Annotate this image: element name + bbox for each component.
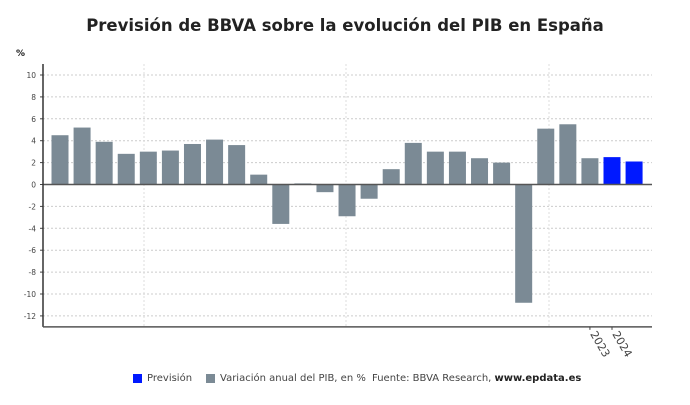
gdp-bar bbox=[426, 151, 444, 185]
forecast-bar bbox=[603, 157, 621, 185]
y-tick-label: 4 bbox=[31, 137, 36, 146]
legend-label: Previsión bbox=[147, 373, 193, 384]
gdp-bar bbox=[139, 151, 157, 185]
x-tick-label: 2024 bbox=[609, 329, 634, 360]
chart-title: Previsión de BBVA sobre la evolución del… bbox=[86, 16, 604, 35]
gdp-bar bbox=[117, 153, 135, 185]
legend-label: Variación anual del PIB, en % bbox=[220, 373, 366, 384]
legend-item-forecast: Previsión bbox=[133, 373, 192, 384]
source-link[interactable]: www.epdata.es bbox=[494, 373, 582, 384]
gdp-bar bbox=[382, 169, 400, 185]
gdp-bar bbox=[471, 158, 489, 185]
gdp-bar bbox=[338, 184, 356, 217]
forecast-bar bbox=[625, 161, 643, 185]
source-note: Fuente: BBVA Research, www.epdata.es bbox=[372, 373, 581, 384]
source-label: Fuente: BBVA Research, bbox=[372, 373, 495, 384]
gdp-bar bbox=[581, 158, 599, 185]
gdp-bar bbox=[228, 145, 246, 185]
gdp-bar bbox=[515, 184, 533, 303]
y-tick-label: 10 bbox=[26, 71, 36, 80]
y-tick-label: -8 bbox=[29, 268, 37, 277]
y-tick-label: -6 bbox=[29, 246, 37, 255]
forecast-swatch bbox=[133, 374, 142, 383]
gdp-bar bbox=[448, 151, 466, 185]
gdp-bar bbox=[183, 143, 201, 185]
y-tick-label: -4 bbox=[29, 224, 37, 233]
gdp-swatch bbox=[206, 374, 215, 383]
gdp-bar bbox=[95, 141, 113, 185]
gdp-bar bbox=[161, 150, 179, 185]
legend-item-gdp: Variación anual del PIB, en % bbox=[206, 373, 366, 384]
y-tick-label: 8 bbox=[31, 93, 36, 102]
gdp-bar bbox=[404, 142, 422, 185]
gdp-bar bbox=[493, 162, 511, 185]
y-tick-label: -2 bbox=[29, 202, 37, 211]
y-axis-unit: % bbox=[16, 49, 26, 59]
y-tick-label: -12 bbox=[24, 312, 36, 321]
gdp-bar bbox=[360, 184, 378, 199]
gdp-bar bbox=[537, 128, 555, 185]
x-tick-label: 2023 bbox=[587, 329, 612, 360]
gdp-bar bbox=[51, 135, 69, 185]
gdp-bar bbox=[316, 184, 334, 193]
y-tick-label: 0 bbox=[31, 181, 36, 190]
gdp-bar bbox=[559, 124, 577, 185]
y-tick-label: 2 bbox=[31, 159, 36, 168]
gdp-bar bbox=[73, 127, 91, 185]
y-tick-label: -10 bbox=[24, 290, 36, 299]
gdp-bar bbox=[206, 139, 224, 185]
gdp-bar bbox=[250, 174, 268, 185]
y-tick-label: 6 bbox=[31, 115, 36, 124]
gdp-bar bbox=[272, 184, 290, 224]
